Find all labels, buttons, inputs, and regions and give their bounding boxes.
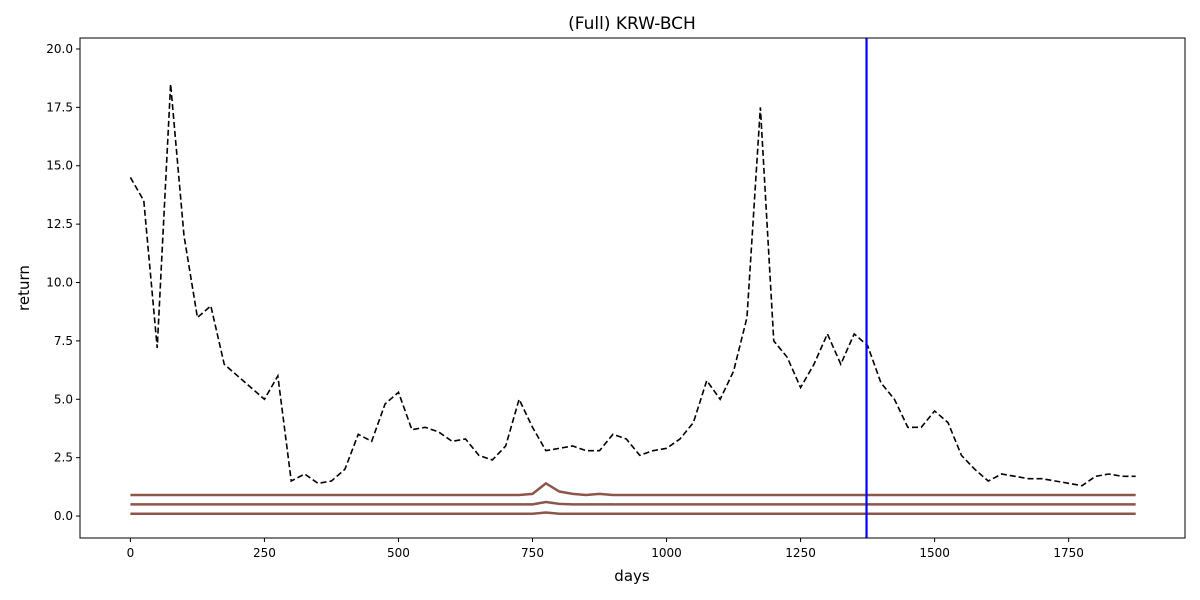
x-tick-label: 1250 xyxy=(785,546,816,560)
y-tick-label: 2.5 xyxy=(54,451,73,465)
y-tick-label: 0.0 xyxy=(54,509,73,523)
y-tick-label: 10.0 xyxy=(46,276,73,290)
y-tick-label: 7.5 xyxy=(54,334,73,348)
series-line xyxy=(130,511,1136,515)
y-tick-label: 15.0 xyxy=(46,159,73,173)
y-tick-label: 20.0 xyxy=(46,42,73,56)
y-axis-label: return xyxy=(15,265,33,311)
series-line xyxy=(129,83,1136,487)
x-tick-label: 0 xyxy=(127,546,135,560)
x-tick-label: 500 xyxy=(387,546,410,560)
series-line xyxy=(130,481,1136,497)
x-tick-label: 750 xyxy=(521,546,544,560)
x-tick-label: 1750 xyxy=(1053,546,1084,560)
y-tick-label: 17.5 xyxy=(46,100,73,114)
chart-title: (Full) KRW-BCH xyxy=(568,14,696,34)
x-axis-label: days xyxy=(614,567,650,585)
plot-frame xyxy=(79,37,1186,539)
x-tick-label: 250 xyxy=(253,546,276,560)
x-tick-label: 1500 xyxy=(919,546,950,560)
series-line xyxy=(130,500,1136,506)
y-tick-label: 5.0 xyxy=(54,392,73,406)
y-tick-label: 12.5 xyxy=(46,217,73,231)
x-tick-label: 1000 xyxy=(651,546,682,560)
